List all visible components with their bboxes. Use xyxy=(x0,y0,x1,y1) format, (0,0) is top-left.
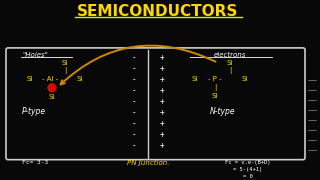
Text: +: + xyxy=(160,108,164,117)
Text: +: + xyxy=(160,53,164,62)
Text: Si: Si xyxy=(212,93,218,99)
Text: Si: Si xyxy=(227,60,233,66)
Text: -: - xyxy=(132,64,136,73)
Text: P-type: P-type xyxy=(22,107,46,116)
Text: |: | xyxy=(214,84,216,91)
Text: Si: Si xyxy=(27,76,33,82)
Text: Si: Si xyxy=(49,94,55,100)
Text: Fc= 3-3: Fc= 3-3 xyxy=(22,160,48,165)
Text: +: + xyxy=(160,75,164,84)
Text: Si: Si xyxy=(77,76,83,82)
Text: SEMICONDUCTORS: SEMICONDUCTORS xyxy=(77,4,239,19)
Text: Fc = v.e-(B+D): Fc = v.e-(B+D) xyxy=(225,160,271,165)
Text: -: - xyxy=(132,75,136,84)
Text: +: + xyxy=(160,64,164,73)
Text: Si: Si xyxy=(192,76,198,82)
Text: -: - xyxy=(132,141,136,150)
Circle shape xyxy=(48,84,56,92)
Text: -: - xyxy=(132,119,136,128)
FancyArrowPatch shape xyxy=(60,46,215,84)
Text: - Al -: - Al - xyxy=(42,76,58,82)
Text: N-type: N-type xyxy=(210,107,236,116)
Text: PN Junction.: PN Junction. xyxy=(127,160,169,166)
Text: |: | xyxy=(64,67,66,74)
Text: Si: Si xyxy=(62,60,68,66)
Text: +: + xyxy=(160,130,164,139)
Text: -: - xyxy=(132,86,136,95)
Text: +: + xyxy=(160,141,164,150)
Text: electrons: electrons xyxy=(214,52,246,58)
Text: |: | xyxy=(229,67,231,74)
Text: = 5-(4+1): = 5-(4+1) xyxy=(233,167,263,172)
Text: -: - xyxy=(132,130,136,139)
Text: -: - xyxy=(132,97,136,106)
Text: -: - xyxy=(132,53,136,62)
Text: +: + xyxy=(160,97,164,106)
Text: = 0: = 0 xyxy=(243,174,253,179)
Text: -: - xyxy=(132,108,136,117)
Text: Si: Si xyxy=(242,76,248,82)
Text: +: + xyxy=(160,86,164,95)
Text: +: + xyxy=(160,119,164,128)
Text: - P -: - P - xyxy=(208,76,222,82)
Text: "Holes": "Holes" xyxy=(22,52,48,58)
